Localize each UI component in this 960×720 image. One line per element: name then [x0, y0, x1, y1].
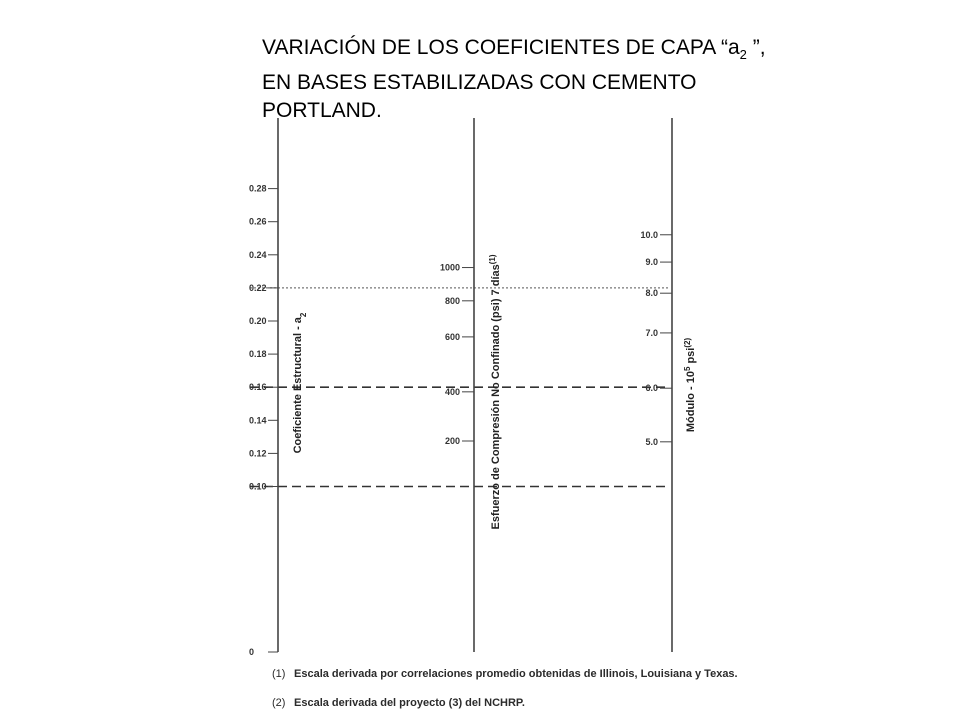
coef-tick-label-5: 0.18: [249, 349, 267, 359]
ucs-tick-label-3: 400: [445, 387, 460, 397]
ucs-tick-label-4: 200: [445, 436, 460, 446]
title-line-2: EN BASES ESTABILIZADAS CON CEMENTO: [262, 71, 697, 95]
coef-axis-label-part-1: 2: [299, 312, 308, 317]
title-line-1: VARIACIÓN DE LOS COEFICIENTES DE CAPA “a…: [262, 36, 766, 63]
title-line-1-text: VARIACIÓN DE LOS COEFICIENTES DE CAPA “a: [262, 36, 740, 59]
footnote-2: (2) Escala derivada del proyecto (3) del …: [272, 697, 525, 709]
coef-tick-label-2: 0.24: [249, 250, 267, 260]
ucs-axis-label-part-0: Esfuerzo de Compresión No Confinado (psi…: [490, 264, 502, 529]
coef-axis-label-part-0: Coeficiente Estructural - a: [292, 316, 304, 453]
coef-tick-label-10: 0: [249, 647, 254, 657]
coef-tick-label-4: 0.20: [249, 316, 267, 326]
footnote-2-text: Escala derivada del proyecto (3) del NCH…: [294, 697, 525, 709]
coef-tick-label-1: 0.26: [249, 217, 267, 227]
title-subscript: 2: [739, 47, 747, 63]
mod-tick-label-5: 5.0: [645, 437, 658, 447]
mod-tick-label-4: 6.0: [645, 383, 658, 393]
coef-tick-label-9: 0.10: [249, 482, 267, 492]
coef-tick-label-8: 0.12: [249, 448, 267, 458]
chart-title: VARIACIÓN DE LOS COEFICIENTES DE CAPA “a…: [262, 34, 922, 125]
coef-tick-label-6: 0.16: [249, 382, 267, 392]
mod-tick-label-1: 9.0: [645, 257, 658, 267]
coef-tick-label-7: 0.14: [249, 415, 267, 425]
coef-tick-label-0: 0.28: [249, 184, 267, 194]
footnote-1: (1) Escala derivada por correlaciones pro…: [272, 668, 738, 680]
ucs-tick-label-1: 800: [445, 296, 460, 306]
coef-tick-label-3: 0.22: [249, 283, 267, 293]
ucs-tick-label-0: 1000: [440, 263, 460, 273]
mod-axis-label-part-0: Módulo - 10: [685, 371, 697, 432]
mod-axis-label-part-1: 5: [683, 366, 692, 371]
mod-tick-label-2: 8.0: [645, 288, 658, 298]
footnote-1-number: (1): [272, 668, 286, 680]
mod-tick-label-3: 7.0: [645, 328, 658, 338]
ucs-tick-label-2: 600: [445, 332, 460, 342]
title-line-3: PORTLAND.: [262, 99, 382, 123]
mod-axis-label-part-3: (2): [683, 338, 692, 348]
ucs-axis-label: Esfuerzo de Compresión No Confinado (psi…: [488, 254, 503, 529]
coef-axis-label: Coeficiente Estructural - a2: [292, 312, 308, 453]
mod-axis-label-part-2: psi: [685, 348, 697, 367]
footnote-1-text: Escala derivada por correlaciones promed…: [294, 668, 738, 680]
title-line-1-end: ”,: [746, 36, 766, 59]
ucs-axis-label-part-1: (1): [488, 254, 497, 264]
footnote-2-number: (2): [272, 697, 286, 709]
mod-axis-label: Módulo - 105 psi(2): [683, 338, 698, 433]
mod-tick-label-0: 10.0: [640, 230, 658, 240]
